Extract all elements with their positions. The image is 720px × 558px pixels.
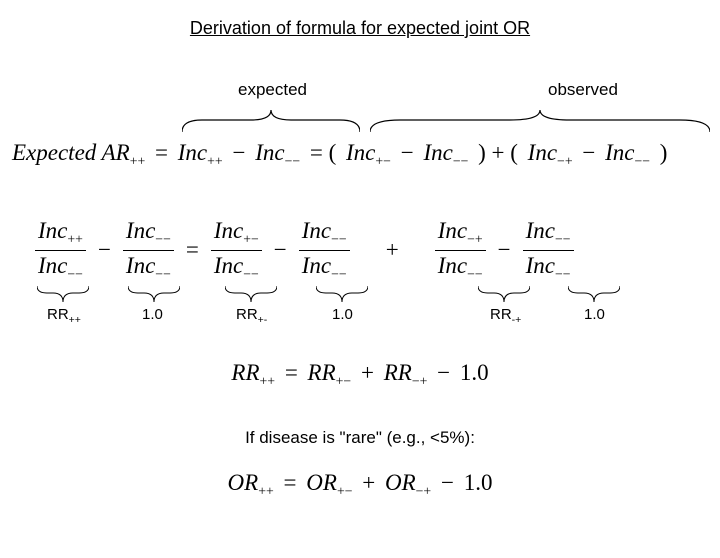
equation-rr: RR++ = RR+− + RR−+ − 1.0	[0, 360, 720, 390]
under-label-5: RR-+	[490, 306, 521, 326]
frac-1: Inc++ Inc−−	[35, 218, 86, 282]
under-brace-5	[478, 286, 530, 304]
frac-6: Inc−− Inc−−	[523, 218, 574, 282]
equation-expected-ar: Expected AR++ = Inc++ − Inc−− = ( Inc+− …	[12, 140, 671, 170]
under-brace-3	[225, 286, 277, 304]
under-brace-4	[316, 286, 368, 304]
frac-4: Inc−− Inc−−	[299, 218, 350, 282]
label-expected: expected	[238, 80, 307, 100]
frac-3: Inc+− Inc−−	[211, 218, 262, 282]
brace-observed	[370, 108, 710, 134]
under-label-4: 1.0	[332, 306, 353, 323]
under-brace-1	[37, 286, 89, 304]
under-brace-2	[128, 286, 180, 304]
equation-or: OR++ = OR+− + OR−+ − 1.0	[0, 470, 720, 500]
under-label-1: RR++	[47, 306, 81, 326]
brace-expected	[182, 108, 360, 134]
under-label-3: RR+-	[236, 306, 267, 326]
frac-5: Inc−+ Inc−−	[435, 218, 486, 282]
under-label-2: 1.0	[142, 306, 163, 323]
rare-condition-text: If disease is "rare" (e.g., <5%):	[0, 428, 720, 448]
equation-fractions: Inc++ Inc−− − Inc−− Inc−− = Inc+− Inc−− …	[35, 218, 700, 282]
under-label-6: 1.0	[584, 306, 605, 323]
page-title: Derivation of formula for expected joint…	[0, 18, 720, 39]
under-brace-6	[568, 286, 620, 304]
label-observed: observed	[548, 80, 618, 100]
frac-2: Inc−− Inc−−	[123, 218, 174, 282]
